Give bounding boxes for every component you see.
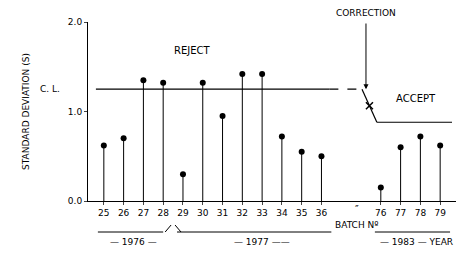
svg-text:2.0: 2.0 bbox=[68, 17, 83, 27]
svg-text:29: 29 bbox=[177, 208, 189, 218]
svg-text:30: 30 bbox=[197, 208, 209, 218]
svg-text:36: 36 bbox=[316, 208, 328, 218]
svg-text:31: 31 bbox=[217, 208, 228, 218]
svg-text:— 1976 —: — 1976 — bbox=[110, 237, 157, 247]
svg-text:25: 25 bbox=[98, 208, 109, 218]
svg-text:27: 27 bbox=[138, 208, 149, 218]
svg-text:34: 34 bbox=[276, 208, 288, 218]
svg-text:28: 28 bbox=[157, 208, 169, 218]
svg-text:79: 79 bbox=[434, 208, 446, 218]
svg-text:78: 78 bbox=[415, 208, 427, 218]
svg-text:REJECT: REJECT bbox=[174, 45, 211, 56]
svg-text:0.0: 0.0 bbox=[68, 196, 83, 206]
svg-text:1.0: 1.0 bbox=[68, 107, 83, 117]
svg-text:C. L.: C. L. bbox=[40, 84, 60, 94]
svg-text:— 1983 — YEAR: — 1983 — YEAR bbox=[380, 237, 453, 247]
svg-text:76: 76 bbox=[375, 208, 387, 218]
svg-text:77: 77 bbox=[395, 208, 406, 218]
svg-text:STANDARD DEVIATION (S): STANDARD DEVIATION (S) bbox=[21, 53, 31, 170]
svg-text:CORRECTION: CORRECTION bbox=[336, 8, 396, 18]
svg-text:35: 35 bbox=[296, 208, 307, 218]
svg-text:BATCH Nº: BATCH Nº bbox=[335, 220, 379, 230]
svg-text:ACCEPT: ACCEPT bbox=[396, 93, 436, 104]
svg-text:″: ″ bbox=[355, 204, 359, 215]
svg-text:— 1977 ——: — 1977 —— bbox=[234, 237, 290, 247]
svg-text:33: 33 bbox=[256, 208, 267, 218]
svg-text:26: 26 bbox=[118, 208, 130, 218]
svg-text:32: 32 bbox=[237, 208, 248, 218]
